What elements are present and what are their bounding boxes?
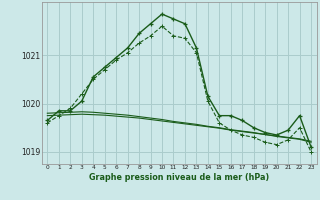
X-axis label: Graphe pression niveau de la mer (hPa): Graphe pression niveau de la mer (hPa) (89, 173, 269, 182)
